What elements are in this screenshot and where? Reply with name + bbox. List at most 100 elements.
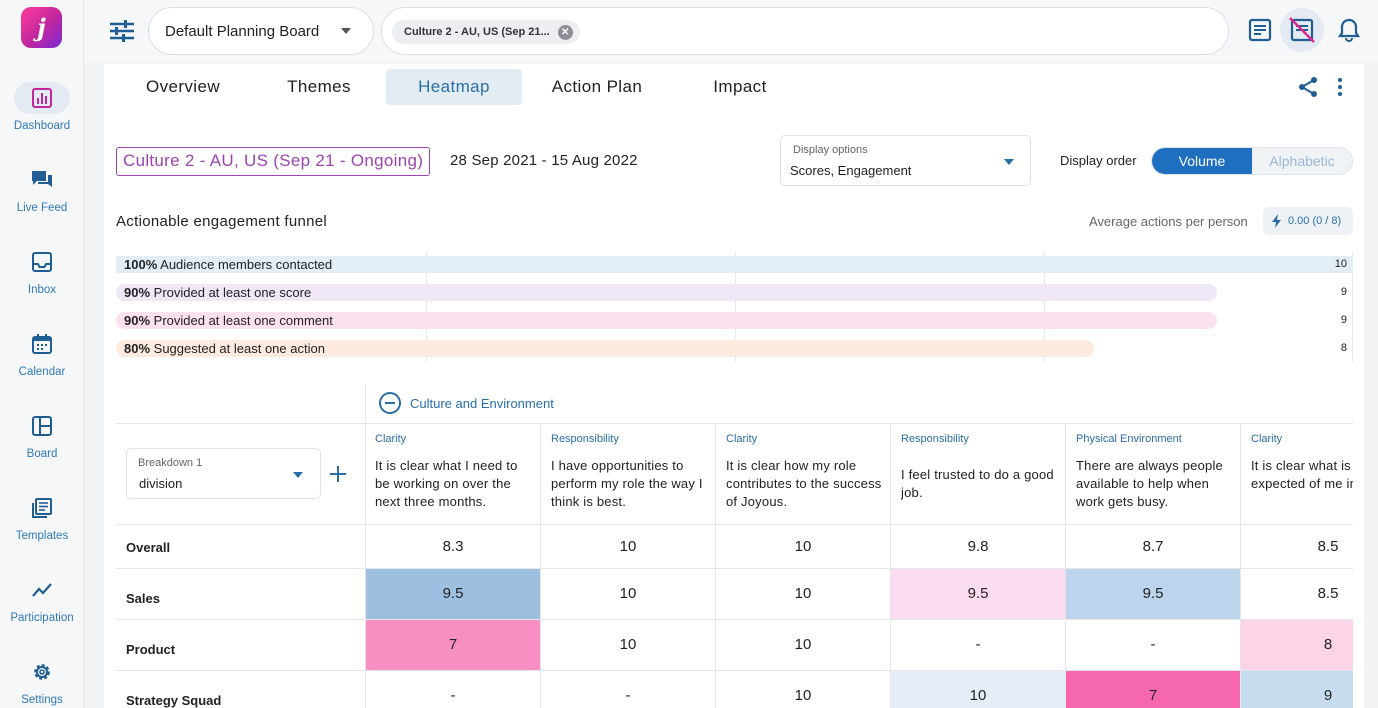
- sidebar-item-label: Calendar: [18, 366, 66, 378]
- campaign-chip[interactable]: Culture 2 - AU, US (Sep 21... ✕: [392, 20, 580, 44]
- heatmap-cell[interactable]: 8: [1241, 620, 1353, 670]
- question-header[interactable]: Physical Environment There are always peo…: [1065, 424, 1240, 524]
- row-label-product: Product: [126, 642, 176, 657]
- sidebar-item-dashboard[interactable]: Dashboard: [0, 82, 84, 132]
- sidebar-item-templates[interactable]: Templates: [0, 492, 84, 542]
- heatmap-cell[interactable]: 8.5: [1317, 585, 1339, 602]
- sidebar-item-board[interactable]: Board: [0, 410, 84, 460]
- order-volume-button[interactable]: Volume: [1152, 148, 1252, 174]
- bell-icon[interactable]: [1327, 8, 1371, 52]
- heatmap-cell[interactable]: 10: [619, 585, 637, 602]
- heatmap-cell[interactable]: 10: [794, 538, 812, 555]
- tab-action-plan[interactable]: Action Plan: [551, 77, 643, 96]
- heatmap-cell[interactable]: -: [625, 687, 631, 704]
- heatmap-cell[interactable]: 10: [619, 636, 637, 653]
- order-alphabetic-button[interactable]: Alphabetic: [1252, 148, 1352, 174]
- sidebar-item-calendar[interactable]: Calendar: [0, 328, 84, 378]
- heatmap-cell[interactable]: -: [1150, 636, 1156, 653]
- question-header[interactable]: Clarity It is clear what I need to be wor…: [365, 424, 540, 524]
- divider: [116, 568, 1353, 569]
- divider: [890, 424, 891, 708]
- heatmap-cell[interactable]: 9.5: [1066, 569, 1240, 619]
- display-options-label: Display options: [793, 144, 868, 156]
- heatmap-cell[interactable]: 10: [619, 538, 637, 555]
- sidebar-item-inbox[interactable]: Inbox: [0, 246, 84, 296]
- funnel-label: 80% Suggested at least one action: [124, 341, 325, 356]
- board-select[interactable]: Default Planning Board: [148, 7, 374, 55]
- funnel-label: 90% Provided at least one comment: [124, 313, 333, 328]
- sidebar-item-settings[interactable]: Settings: [0, 656, 84, 706]
- board-icon: [14, 410, 70, 442]
- divider: [1065, 424, 1066, 708]
- funnel-title: Actionable engagement funnel: [116, 213, 328, 230]
- divider: [540, 424, 541, 708]
- templates-icon: [14, 492, 70, 524]
- engagement-funnel: 100% Audience members contacted 10 90% P…: [116, 252, 1353, 362]
- add-breakdown-button[interactable]: [330, 464, 350, 484]
- heatmap-cell[interactable]: 8.3: [442, 538, 464, 555]
- close-icon[interactable]: ✕: [557, 25, 573, 40]
- heatmap-cell[interactable]: 8.7: [1142, 538, 1164, 555]
- share-icon[interactable]: [1297, 76, 1319, 98]
- sidebar-item-participation[interactable]: Participation: [0, 574, 84, 624]
- question-category: Clarity: [1251, 433, 1283, 445]
- heatmap-cell[interactable]: 10: [794, 585, 812, 602]
- question-header[interactable]: Clarity It is clear what is expected of m…: [1240, 424, 1353, 524]
- breakdown-select[interactable]: Breakdown 1 division: [126, 448, 321, 499]
- question-text: It is clear how my role contributes to t…: [726, 458, 882, 509]
- heatmap-cell[interactable]: 8.5: [1317, 538, 1339, 555]
- heatmap-cell[interactable]: 9: [1241, 671, 1353, 708]
- question-category: Clarity: [726, 433, 758, 445]
- heatmap-cell[interactable]: 9.5: [891, 569, 1065, 619]
- tab-impact[interactable]: Impact: [713, 77, 767, 96]
- board-select-value: Default Planning Board: [165, 22, 320, 40]
- question-header[interactable]: Clarity It is clear how my role contribut…: [715, 424, 890, 524]
- tab-heatmap[interactable]: Heatmap: [386, 69, 522, 105]
- avg-actions-label: Average actions per person: [1089, 214, 1248, 229]
- funnel-count: 8: [1340, 342, 1347, 354]
- app-logo[interactable]: j: [21, 7, 62, 48]
- display-order-toggle: Volume Alphabetic: [1151, 147, 1353, 175]
- question-category: Clarity: [375, 433, 407, 445]
- question-category: Responsibility: [551, 433, 619, 445]
- sidebar-item-live-feed[interactable]: Live Feed: [0, 164, 84, 214]
- chevron-down-icon: [293, 472, 303, 478]
- campaign-filter-bar[interactable]: Culture 2 - AU, US (Sep 21... ✕: [381, 7, 1229, 55]
- avg-actions-badge: 0.00 (0 / 8): [1263, 207, 1353, 235]
- funnel-count: 9: [1340, 286, 1347, 298]
- heatmap-cell[interactable]: -: [450, 687, 456, 704]
- divider: [116, 619, 1353, 620]
- more-vertical-icon[interactable]: [1334, 77, 1346, 97]
- heatmap-cell[interactable]: -: [975, 636, 981, 653]
- heatmap-cell[interactable]: 7: [1066, 671, 1240, 708]
- question-text: I feel trusted to do a good job.: [901, 467, 1054, 500]
- funnel-row: 80% Suggested at least one action 8: [116, 340, 1353, 357]
- heatmap-cell[interactable]: 10: [794, 636, 812, 653]
- divider: [365, 384, 366, 708]
- filter-sliders-icon[interactable]: [105, 16, 139, 46]
- sidebar-item-label: Settings: [21, 694, 63, 706]
- divider: [116, 423, 1353, 424]
- row-label-strategy-squad: Strategy Squad: [126, 693, 222, 708]
- hide-comments-icon[interactable]: [1280, 8, 1324, 52]
- question-header[interactable]: Responsibility I have opportunities to pe…: [540, 424, 715, 524]
- notes-icon[interactable]: [1238, 8, 1282, 52]
- funnel-bar: [116, 284, 1217, 301]
- heatmap-cell[interactable]: 9.5: [366, 569, 540, 619]
- tab-overview[interactable]: Overview: [145, 77, 221, 96]
- tab-themes[interactable]: Themes: [287, 77, 351, 96]
- heatmap-cell[interactable]: 9.8: [967, 538, 989, 555]
- display-order-label: Display order: [1060, 153, 1137, 168]
- chevron-down-icon: [341, 28, 351, 34]
- funnel-label: 90% Provided at least one score: [124, 285, 312, 300]
- heatmap-cell[interactable]: 7: [366, 620, 540, 670]
- gear-icon: [14, 656, 70, 688]
- breakdown-value: division: [139, 476, 183, 491]
- lightning-icon: [1272, 214, 1281, 228]
- heatmap-cell[interactable]: 10: [891, 671, 1065, 708]
- display-options-select[interactable]: Display options Scores, Engagement: [780, 135, 1031, 186]
- collapse-theme-icon[interactable]: [379, 392, 401, 414]
- heatmap-cell[interactable]: 10: [794, 687, 812, 704]
- question-header[interactable]: Responsibility I feel trusted to do a goo…: [890, 424, 1065, 524]
- row-label-sales: Sales: [126, 591, 160, 606]
